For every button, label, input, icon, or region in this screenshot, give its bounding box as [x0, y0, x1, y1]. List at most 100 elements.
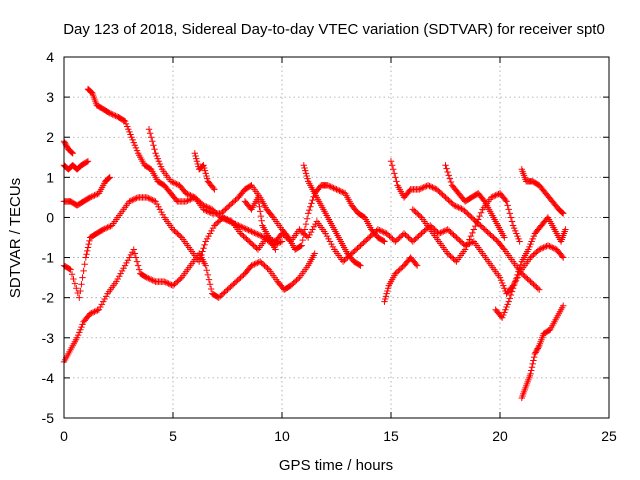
data-point — [492, 192, 499, 199]
data-point — [203, 267, 210, 274]
data-point — [558, 208, 565, 216]
data-point — [109, 111, 116, 118]
data-point — [406, 235, 414, 243]
data-point — [417, 185, 424, 192]
data-point — [528, 363, 536, 371]
data-point — [182, 198, 190, 205]
data-point — [363, 236, 370, 244]
y-tick-label: 3 — [46, 89, 54, 105]
data-point — [146, 275, 153, 283]
data-point — [412, 235, 419, 243]
data-point — [469, 238, 476, 246]
y-tick-label: 4 — [46, 49, 54, 65]
data-point — [516, 265, 523, 272]
data-point — [225, 203, 232, 210]
data-point — [150, 277, 158, 285]
data-point — [529, 360, 536, 368]
data-point — [516, 238, 523, 245]
data-point — [122, 120, 130, 128]
data-point — [193, 158, 201, 165]
data-point — [234, 277, 241, 284]
data-point — [129, 136, 136, 144]
series-pass-j — [300, 162, 364, 269]
data-point — [341, 257, 348, 264]
data-point — [530, 353, 538, 361]
data-point — [367, 232, 374, 240]
data-point — [74, 331, 82, 339]
data-point — [469, 229, 476, 237]
data-point — [501, 285, 508, 292]
data-point — [146, 195, 153, 202]
data-point — [430, 184, 438, 192]
data-point — [205, 276, 213, 283]
data-point — [455, 204, 462, 211]
data-point — [298, 242, 305, 249]
data-point — [533, 347, 540, 355]
data-point — [336, 187, 343, 194]
data-point — [222, 287, 230, 295]
data-point — [392, 238, 399, 245]
data-point — [219, 214, 226, 222]
data-point — [537, 245, 544, 253]
data-point — [416, 231, 424, 239]
data-point — [167, 178, 175, 185]
data-point — [466, 236, 473, 243]
data-point — [448, 254, 456, 261]
data-point — [323, 232, 331, 240]
data-point — [78, 281, 85, 288]
data-point — [461, 246, 469, 253]
data-point — [222, 216, 229, 223]
data-point — [391, 170, 398, 177]
data-point — [133, 258, 141, 265]
data-point — [389, 235, 396, 243]
series-pass-e — [60, 138, 76, 157]
data-point — [105, 175, 112, 182]
data-point — [498, 314, 506, 321]
data-point — [150, 197, 158, 204]
data-point — [491, 235, 499, 243]
y-tick-label: -5 — [42, 410, 55, 426]
series-pass-o — [492, 214, 569, 321]
data-point — [560, 254, 567, 261]
data-point — [447, 228, 454, 236]
data-point — [221, 289, 228, 296]
data-point — [532, 349, 539, 356]
data-point — [446, 198, 454, 205]
data-points — [60, 85, 569, 402]
data-point — [239, 224, 246, 231]
data-point — [126, 198, 133, 205]
data-point — [242, 225, 249, 233]
data-point — [450, 231, 457, 239]
data-point — [126, 254, 133, 261]
data-point — [402, 231, 409, 239]
data-point — [451, 202, 458, 209]
data-point — [356, 261, 363, 269]
x-tick-label: 20 — [492, 428, 508, 444]
data-point — [211, 208, 219, 216]
data-point — [409, 238, 416, 245]
data-point — [520, 271, 527, 279]
data-point — [86, 194, 94, 201]
data-point — [392, 174, 399, 181]
data-point — [251, 229, 258, 237]
data-point — [517, 261, 524, 269]
data-point — [68, 271, 76, 278]
data-point — [170, 179, 177, 186]
data-point — [452, 202, 459, 210]
data-point — [79, 274, 86, 281]
data-point — [350, 249, 357, 256]
data-point — [272, 246, 279, 253]
data-point — [237, 230, 244, 237]
data-point — [419, 184, 426, 192]
data-point — [381, 238, 388, 245]
data-point — [512, 227, 519, 235]
data-point — [66, 265, 73, 273]
data-point — [388, 162, 396, 169]
data-point — [440, 192, 448, 200]
data-point — [443, 165, 450, 172]
data-point — [257, 212, 265, 220]
data-point — [301, 164, 308, 172]
data-point — [437, 190, 445, 197]
data-point — [251, 261, 258, 268]
data-point — [514, 232, 521, 240]
